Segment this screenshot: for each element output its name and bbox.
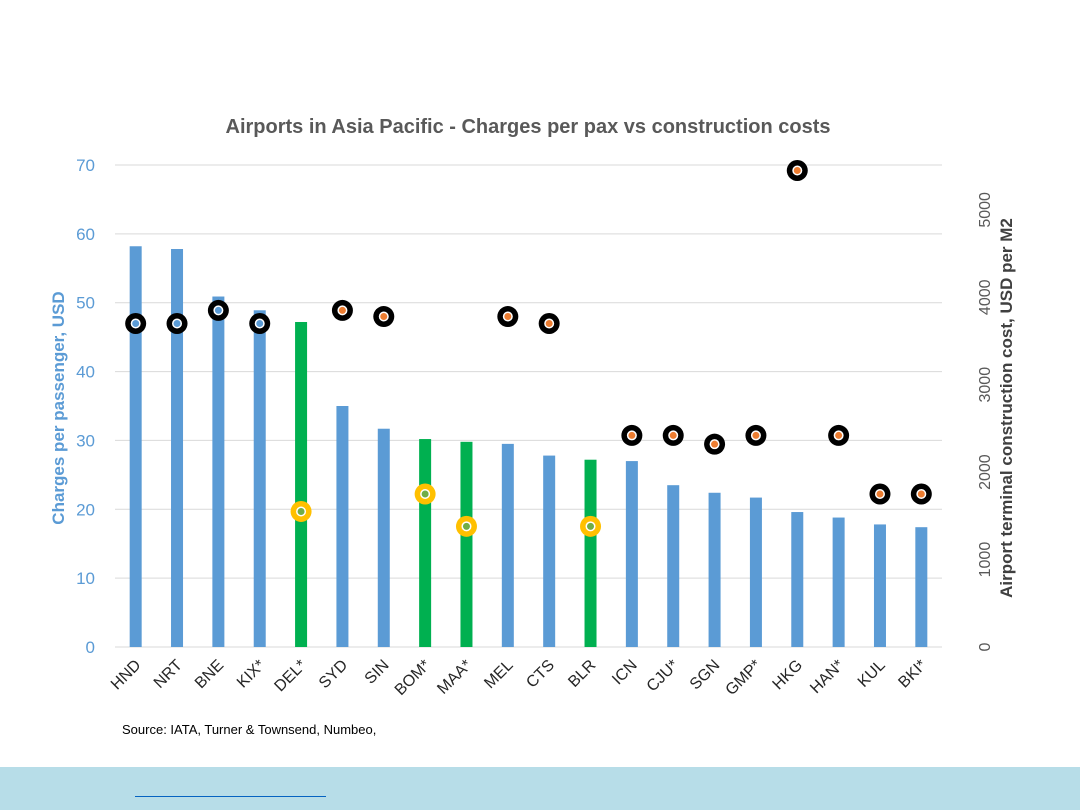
bar <box>129 246 142 647</box>
marker-point-center <box>628 431 636 439</box>
marker-point-center <box>711 440 719 448</box>
category-label: HKG <box>770 657 807 694</box>
category-label: BOM* <box>392 657 434 699</box>
bar <box>915 527 928 647</box>
right-tick-label: 2000 <box>977 454 994 490</box>
bar <box>212 296 225 647</box>
category-label: CJU* <box>644 657 682 695</box>
marker-point-center <box>587 522 595 530</box>
category-label: NRT <box>151 657 186 692</box>
category-label: BLR <box>565 657 599 691</box>
bar <box>791 512 804 647</box>
bar <box>708 492 721 647</box>
marker-point-center <box>173 320 181 328</box>
bar <box>460 441 473 647</box>
bar <box>584 459 597 647</box>
category-label: ICN <box>609 657 641 689</box>
category-label: GMP* <box>723 657 765 699</box>
marker-series <box>125 160 932 537</box>
gridlines <box>115 164 942 648</box>
bar <box>832 517 845 647</box>
marker-point-center <box>214 306 222 314</box>
category-label: HND <box>108 657 145 694</box>
right-axis-ticks: 0 1000 2000 3000 4000 5000 <box>977 192 994 652</box>
marker-point-center <box>132 320 140 328</box>
left-tick-label: 50 <box>76 294 95 313</box>
left-axis-title: Charges per passenger, USD <box>49 291 68 524</box>
category-label: DEL* <box>271 657 309 695</box>
marker-point-center <box>297 507 305 515</box>
bar <box>336 406 349 647</box>
marker-point-center <box>338 306 346 314</box>
right-tick-label: 1000 <box>977 542 994 578</box>
left-tick-label: 40 <box>76 363 95 382</box>
marker-point-center <box>669 431 677 439</box>
bar <box>501 443 514 647</box>
category-label: KIX* <box>234 657 269 692</box>
marker-point-center <box>256 320 264 328</box>
bar <box>625 461 638 647</box>
marker-point-center <box>835 431 843 439</box>
marker-point-center <box>462 522 470 530</box>
category-label: KUL <box>855 657 889 691</box>
marker-point-center <box>917 490 925 498</box>
footer-link[interactable] <box>135 796 326 797</box>
marker-point-center <box>421 490 429 498</box>
bar <box>377 428 390 647</box>
marker-point-center <box>793 167 801 175</box>
left-tick-label: 0 <box>86 638 95 657</box>
left-axis-ticks: 0 10 20 30 40 50 60 70 <box>76 156 95 657</box>
bar <box>253 310 266 647</box>
source-note: Source: IATA, Turner & Townsend, Numbeo, <box>122 722 376 737</box>
marker-point-center <box>504 313 512 321</box>
right-axis-title: Airport terminal construction cost, USD … <box>997 218 1016 598</box>
footer-band <box>0 767 1080 810</box>
chart-title: Airports in Asia Pacific - Charges per p… <box>226 116 831 138</box>
left-tick-label: 10 <box>76 569 95 588</box>
bar <box>419 439 432 647</box>
marker-point-center <box>380 313 388 321</box>
left-tick-label: 60 <box>76 225 95 244</box>
marker-point-center <box>752 431 760 439</box>
right-tick-label: 3000 <box>977 367 994 403</box>
marker-point-center <box>545 320 553 328</box>
category-label: SIN <box>362 657 393 688</box>
left-tick-label: 30 <box>76 431 95 450</box>
bar <box>543 455 556 647</box>
bar <box>749 497 762 647</box>
right-tick-label: 5000 <box>977 192 994 228</box>
left-tick-label: 20 <box>76 500 95 519</box>
category-label: HAN* <box>807 657 847 697</box>
category-label: BNE <box>192 657 227 692</box>
category-label: SYD <box>316 657 351 692</box>
bar <box>171 249 184 647</box>
bar <box>295 321 308 647</box>
right-tick-label: 4000 <box>977 279 994 315</box>
bar <box>667 485 680 647</box>
category-label: SGN <box>687 657 724 694</box>
left-tick-label: 70 <box>76 156 95 175</box>
category-label: MAA* <box>434 657 475 698</box>
category-label: MEL <box>481 657 516 692</box>
category-label: BKI* <box>895 657 930 692</box>
category-labels: HND NRT BNE KIX* DEL* SYD SIN BOM* MAA* MEL CTS BLR… <box>108 657 930 699</box>
right-tick-label: 0 <box>977 642 994 651</box>
marker-point-center <box>876 490 884 498</box>
bar-series <box>129 246 928 647</box>
bar <box>873 524 886 647</box>
category-label: CTS <box>523 657 558 692</box>
